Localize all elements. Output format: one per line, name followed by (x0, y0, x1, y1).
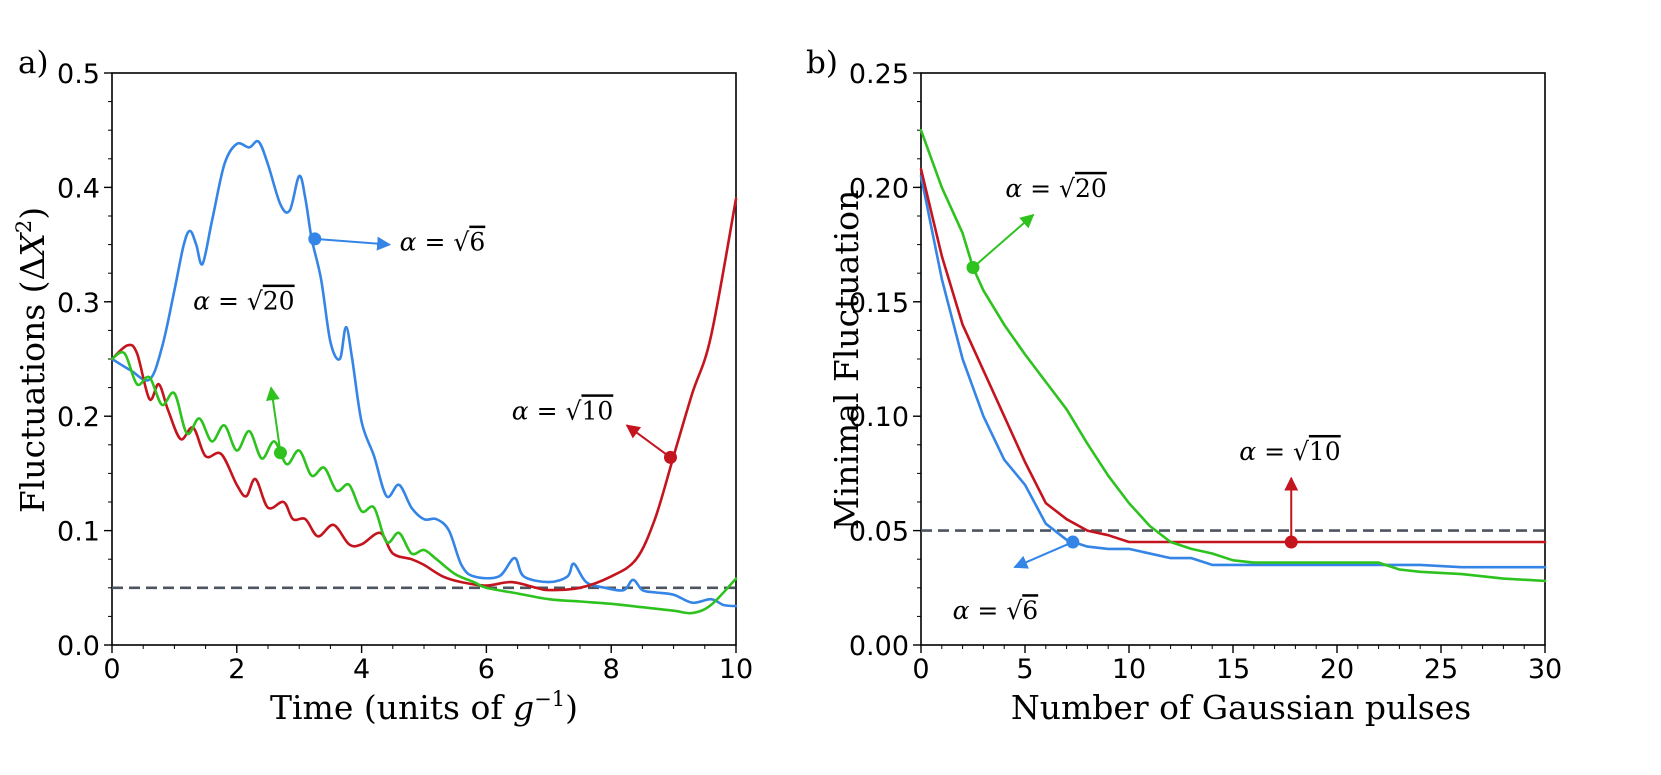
panel-a-x-tick-label: 2 (228, 654, 245, 685)
panel-b-y-tick-label: 0.15 (849, 288, 909, 319)
panel-b-annotation-label-blue: α = √6 (953, 596, 1039, 625)
panel-a-x-tick-label: 6 (478, 654, 495, 685)
panel-a-y-tick-label: 0.1 (57, 517, 100, 548)
panel-a-ylabel: Fluctuations (ΔX2) (12, 207, 52, 513)
panel-b-x-tick-label: 30 (1528, 654, 1562, 685)
panel-b-y-tick-label: 0.05 (849, 517, 909, 548)
panel-a-plot: 0 2 4 6 8 10 0.0 0.1 0.2 0.3 0.4 0.5 α = √6 α = √20 α … (57, 59, 753, 685)
panel-a-y-tick-label: 0.0 (57, 631, 100, 662)
panel-b-series-green (919, 128, 1547, 583)
panel-a-series-green (110, 350, 738, 615)
panel-b-series-red (919, 167, 1547, 544)
panel-b-annotation-arrow-green (972, 213, 1035, 269)
panel-a-annotation-arrow-blue (314, 236, 392, 251)
panel-a-y-tick-label: 0.3 (57, 288, 100, 319)
panel-a-frame (111, 72, 737, 646)
panel-a-y-tick-label: 0.4 (57, 173, 100, 204)
panel-b-plot: 0 5 10 15 20 25 30 0.00 0.05 0.10 0.15 0.20 0.25 α = … (849, 59, 1562, 685)
panel-b-series-blue (919, 174, 1547, 569)
panel-b-annotation-label-green: α = √20 (1005, 174, 1106, 203)
panel-b-x-tick-label: 25 (1424, 654, 1458, 685)
panel-a-series-red (110, 197, 738, 592)
panel-a-y-tick-label: 0.2 (57, 402, 100, 433)
panel-b-annotation-label-red: α = √10 (1239, 437, 1340, 466)
panel-b-annotation-point-blue (1066, 535, 1080, 549)
panel-a-annotation-point-blue (308, 232, 322, 246)
panel-b-y-tick-label: 0.25 (849, 59, 909, 90)
panel-a-annotation-arrow-red (625, 424, 672, 459)
panel-b-label: b) (806, 45, 838, 81)
panel-a-xlabel: Time (units of g−1) (270, 687, 578, 727)
panel-b-y-tick-label: 0.10 (849, 402, 909, 433)
panel-b-annotation-point-red (1284, 535, 1298, 549)
panel-a-series-blue (110, 139, 738, 608)
panel-a-annotation-label-blue: α = √6 (400, 228, 486, 257)
panel-b-x-tick-label: 0 (912, 654, 929, 685)
panel-a-annotation-point-red (663, 450, 677, 464)
panel-b-annotation-point-green (966, 260, 980, 274)
panel-a-x-tick-label: 0 (103, 654, 120, 685)
panel-b-ylabel: Minimal Fluctuation (827, 190, 866, 530)
panel-a-y-tick-label: 0.5 (57, 59, 100, 90)
panel-b-x-tick-label: 20 (1320, 654, 1354, 685)
panel-a-annotation-label-green: α = √20 (193, 287, 294, 316)
panel-b-y-tick-label: 0.00 (849, 631, 909, 662)
panel-b-x-tick-label: 5 (1016, 654, 1033, 685)
panel-b-xlabel: Number of Gaussian pulses (1011, 688, 1471, 727)
panel-b-annotation-arrow-blue (1013, 541, 1074, 569)
panel-a-x-tick-label: 10 (719, 654, 753, 685)
panel-a-annotation-point-green (273, 446, 287, 460)
panel-a-annotation-arrow-green (265, 386, 282, 453)
panel-a-annotation-label-red: α = √10 (512, 396, 613, 425)
panel-a-x-tick-label: 8 (603, 654, 620, 685)
panel-b-y-tick-label: 0.20 (849, 173, 909, 204)
panel-a-label: a) (18, 45, 49, 81)
panel-b-x-tick-label: 10 (1112, 654, 1146, 685)
panel-a-x-tick-label: 4 (353, 654, 370, 685)
panel-b-x-tick-label: 15 (1216, 654, 1250, 685)
